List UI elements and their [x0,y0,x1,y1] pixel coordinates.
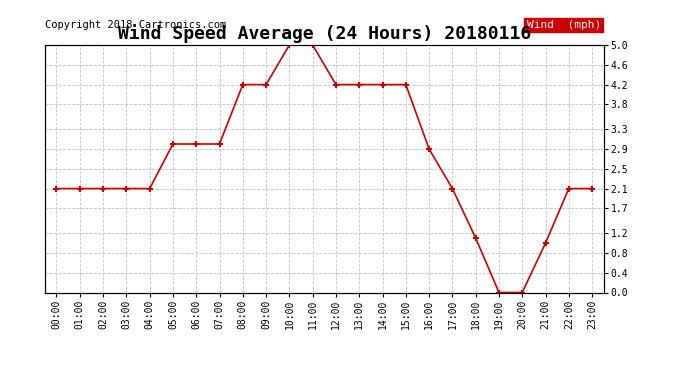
Text: Wind  (mph): Wind (mph) [526,20,601,30]
Text: Copyright 2018 Cartronics.com: Copyright 2018 Cartronics.com [45,20,226,30]
Title: Wind Speed Average (24 Hours) 20180116: Wind Speed Average (24 Hours) 20180116 [118,24,531,44]
